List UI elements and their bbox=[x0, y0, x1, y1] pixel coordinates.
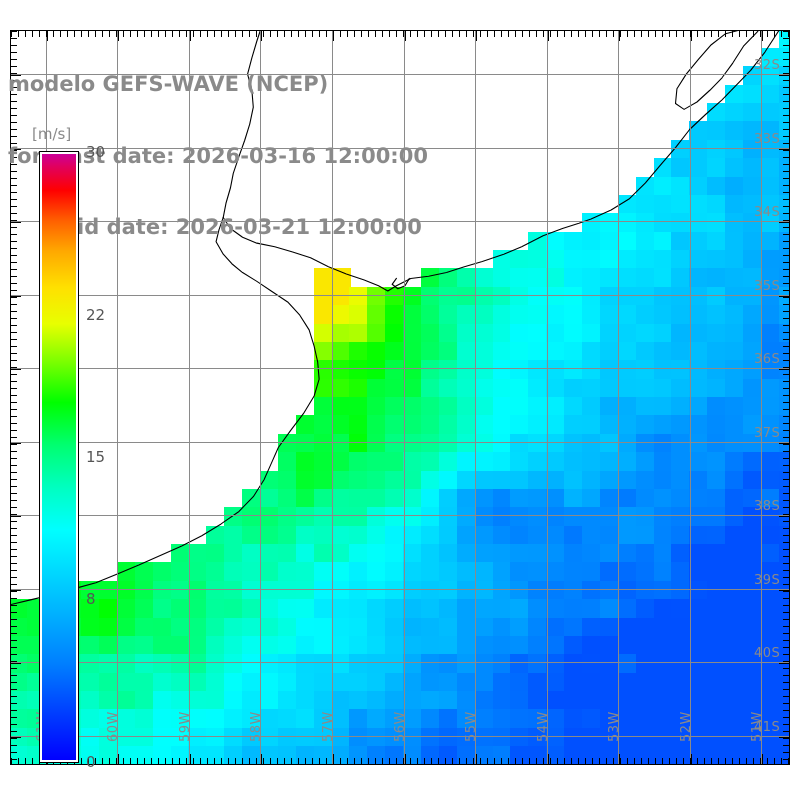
lon-label-56W: 56W bbox=[392, 711, 408, 742]
colorbar-tick-15: 15 bbox=[86, 448, 106, 466]
gridline-lat-39S bbox=[10, 589, 790, 590]
gridline-lat-33S bbox=[10, 148, 790, 149]
map-plot-area[interactable] bbox=[10, 30, 790, 765]
gridline-lat-35S bbox=[10, 295, 790, 296]
lon-label-58W: 58W bbox=[249, 711, 265, 742]
lat-label-35S: 35S bbox=[754, 278, 781, 294]
title-model-line: modelo GEFS-WAVE (NCEP) bbox=[8, 72, 329, 97]
gridline-lon-56W bbox=[404, 30, 405, 765]
gridline-lon-54W bbox=[547, 30, 548, 765]
lon-label-53W: 53W bbox=[607, 711, 623, 742]
lon-label-60W: 60W bbox=[106, 711, 122, 742]
gridline-lat-38S bbox=[10, 515, 790, 516]
lat-label-38S: 38S bbox=[754, 499, 781, 515]
lon-label-54W: 54W bbox=[535, 711, 551, 742]
colorbar-tick-30: 30 bbox=[86, 143, 106, 161]
gridline-lon-52W bbox=[690, 30, 691, 765]
lat-label-41S: 41S bbox=[754, 719, 781, 735]
gridline-lat-40S bbox=[10, 662, 790, 663]
gridline-lon-51W bbox=[761, 30, 762, 765]
colorbar-tick-0: 0 bbox=[86, 753, 96, 771]
lat-label-33S: 33S bbox=[754, 131, 781, 147]
gridline-lon-57W bbox=[332, 30, 333, 765]
colorbar[interactable]: [m/s] 30 22 15 8 0 bbox=[32, 125, 105, 771]
gridline-lon-60W bbox=[117, 30, 118, 765]
lat-label-34S: 34S bbox=[754, 205, 781, 221]
lat-label-32S: 32S bbox=[754, 58, 781, 74]
lon-label-59W: 59W bbox=[177, 711, 193, 742]
gridline-lat-34S bbox=[10, 221, 790, 222]
lat-label-40S: 40S bbox=[754, 646, 781, 662]
wind-speed-raster bbox=[10, 30, 790, 765]
colorbar-tick-8: 8 bbox=[86, 590, 96, 609]
colorbar-unit-label: [m/s] bbox=[32, 125, 72, 143]
gridline-lon-58W bbox=[260, 30, 261, 765]
colorbar-gradient bbox=[39, 151, 79, 763]
gridline-lat-41S bbox=[10, 736, 790, 737]
wind-speed-field bbox=[10, 30, 790, 765]
lat-label-37S: 37S bbox=[754, 425, 781, 441]
gridline-lon-53W bbox=[618, 30, 619, 765]
title-forecast-line: forecast date: 2026-03-16 12:00:00 bbox=[8, 143, 428, 168]
lat-label-39S: 39S bbox=[754, 572, 781, 588]
lon-label-55W: 55W bbox=[464, 711, 480, 742]
lon-label-52W: 52W bbox=[678, 711, 694, 742]
lat-label-36S: 36S bbox=[754, 352, 781, 368]
lon-label-57W: 57W bbox=[321, 711, 337, 742]
gridline-lat-37S bbox=[10, 442, 790, 443]
gridline-lat-36S bbox=[10, 368, 790, 369]
gridline-lat-32S bbox=[10, 74, 790, 75]
colorbar-tick-22: 22 bbox=[86, 305, 106, 324]
lon-label-51W: 51W bbox=[750, 711, 766, 742]
gridline-lon-55W bbox=[475, 30, 476, 765]
gridline-lon-59W bbox=[189, 30, 190, 765]
